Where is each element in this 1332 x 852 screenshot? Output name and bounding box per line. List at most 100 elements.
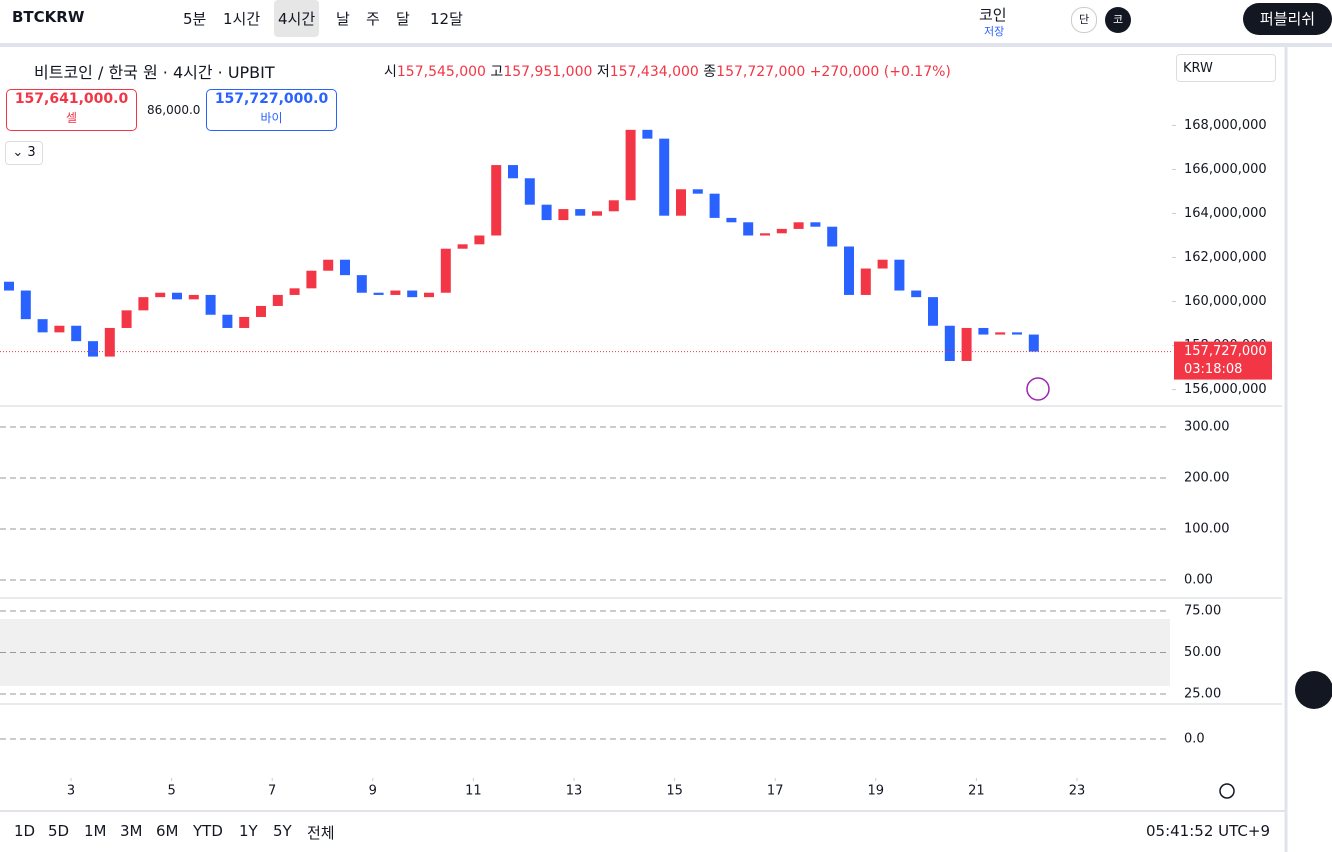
ohlc-label: 종 xyxy=(703,64,717,80)
countdown: 03:18:08 xyxy=(1184,362,1242,377)
single-button[interactable]: 단 xyxy=(1071,7,1097,33)
candle xyxy=(793,222,804,229)
candle xyxy=(726,217,737,223)
pane-tick-label: 200.00 xyxy=(1184,471,1230,486)
settings-icon[interactable] xyxy=(1219,783,1235,799)
candle xyxy=(508,165,518,179)
candle xyxy=(340,259,350,276)
x-tick-label: 9 xyxy=(369,784,377,799)
range[interactable]: 6M xyxy=(156,822,179,840)
candle xyxy=(256,305,266,317)
candle xyxy=(239,316,250,328)
symbol[interactable]: BTCKRW xyxy=(12,8,85,26)
sell-price: 157,641,000.0 xyxy=(14,91,129,107)
range[interactable]: 5D xyxy=(48,822,70,840)
ohlc-label: 고 xyxy=(490,64,504,80)
alert-icon[interactable] xyxy=(1026,377,1050,401)
candle xyxy=(592,211,602,216)
candle xyxy=(995,332,1006,335)
clock: 05:41:52 UTC+9 xyxy=(1146,822,1270,840)
candle xyxy=(71,325,82,342)
candle xyxy=(776,228,787,234)
sell-button[interactable]: 157,641,000.0 셀 xyxy=(6,89,137,131)
currency-select[interactable]: KRW xyxy=(1176,54,1276,82)
pane-tick-label: 0.00 xyxy=(1184,573,1213,588)
ohlc: 시157,545,000 고157,951,000 저157,434,000 종… xyxy=(384,61,951,81)
candle xyxy=(810,222,821,227)
interval-active[interactable]: 4시간 xyxy=(274,0,320,37)
candle xyxy=(4,281,14,291)
ohlc-value: 157,727,000 xyxy=(716,64,806,80)
save-title[interactable]: 코인 xyxy=(979,6,1007,24)
candle xyxy=(541,204,552,221)
candle xyxy=(407,290,418,298)
candle xyxy=(104,327,115,357)
range[interactable]: 1Y xyxy=(239,822,258,840)
candle xyxy=(37,319,48,333)
y-tick-label: 156,000,000 xyxy=(1184,382,1267,397)
interval[interactable]: 달 xyxy=(396,10,410,28)
publish-button[interactable]: 퍼블리쉬 xyxy=(1243,3,1332,35)
candle xyxy=(844,246,854,295)
candle xyxy=(440,248,451,293)
x-tick-label: 11 xyxy=(465,784,482,799)
x-tick-label: 19 xyxy=(868,784,885,799)
candle xyxy=(827,226,838,247)
candle xyxy=(188,294,199,300)
indicator-count: 3 xyxy=(27,145,36,160)
buy-button[interactable]: 157,727,000.0 바이 xyxy=(206,89,337,131)
range[interactable]: 전체 xyxy=(307,824,335,842)
candle xyxy=(944,325,955,361)
buy-label: 바이 xyxy=(260,111,283,125)
candle xyxy=(961,327,972,361)
indicator-collapse[interactable]: ⌄ 3 xyxy=(5,141,43,165)
x-tick-label: 17 xyxy=(767,784,784,799)
candle xyxy=(272,294,283,306)
candle xyxy=(424,292,434,298)
range[interactable]: 5Y xyxy=(273,822,292,840)
avatar[interactable]: 코 xyxy=(1105,7,1131,33)
ohlc-label: 저 xyxy=(596,64,610,80)
candle xyxy=(390,290,401,295)
interval[interactable]: 1시간 xyxy=(223,10,261,28)
candle xyxy=(608,200,619,212)
candle xyxy=(323,259,334,271)
x-tick-label: 5 xyxy=(167,784,175,799)
last-price-tag xyxy=(1174,341,1272,380)
candle xyxy=(306,270,317,289)
y-tick-label: 160,000,000 xyxy=(1184,294,1267,309)
range[interactable]: 3M xyxy=(120,822,143,840)
y-tick-label: 164,000,000 xyxy=(1184,206,1267,221)
spread: 86,000.0 xyxy=(147,103,201,117)
ohlc-value: 157,434,000 xyxy=(609,64,699,80)
candle xyxy=(172,292,182,300)
interval[interactable]: 주 xyxy=(366,10,380,28)
candle xyxy=(155,292,166,298)
candle xyxy=(54,325,65,333)
pane-tick-label: 0.0 xyxy=(1184,732,1205,747)
candle xyxy=(356,275,367,293)
candle xyxy=(692,189,703,194)
range[interactable]: 1M xyxy=(84,822,107,840)
legend-title: 비트코인 / 한국 원 · 4시간 · UPBIT xyxy=(34,63,275,82)
candle xyxy=(676,189,686,216)
pane-tick-label: 25.00 xyxy=(1184,687,1221,702)
candle xyxy=(138,297,149,311)
apps-button[interactable] xyxy=(1295,671,1332,709)
y-tick-label: 166,000,000 xyxy=(1184,162,1267,177)
candle xyxy=(877,259,888,269)
candle xyxy=(121,310,132,328)
interval[interactable]: 12달 xyxy=(430,10,463,28)
range[interactable]: 1D xyxy=(14,822,36,840)
interval[interactable]: 5분 xyxy=(183,10,207,28)
pane-tick-label: 75.00 xyxy=(1184,604,1221,619)
interval[interactable]: 날 xyxy=(336,10,350,28)
range[interactable]: YTD xyxy=(193,822,223,840)
buy-price: 157,727,000.0 xyxy=(214,91,329,107)
candle xyxy=(894,259,905,291)
ohlc-value: 157,545,000 xyxy=(396,64,486,80)
x-tick-label: 15 xyxy=(666,784,683,799)
ohlc-value: 157,951,000 xyxy=(503,64,593,80)
save-sub[interactable]: 저장 xyxy=(984,25,1005,38)
